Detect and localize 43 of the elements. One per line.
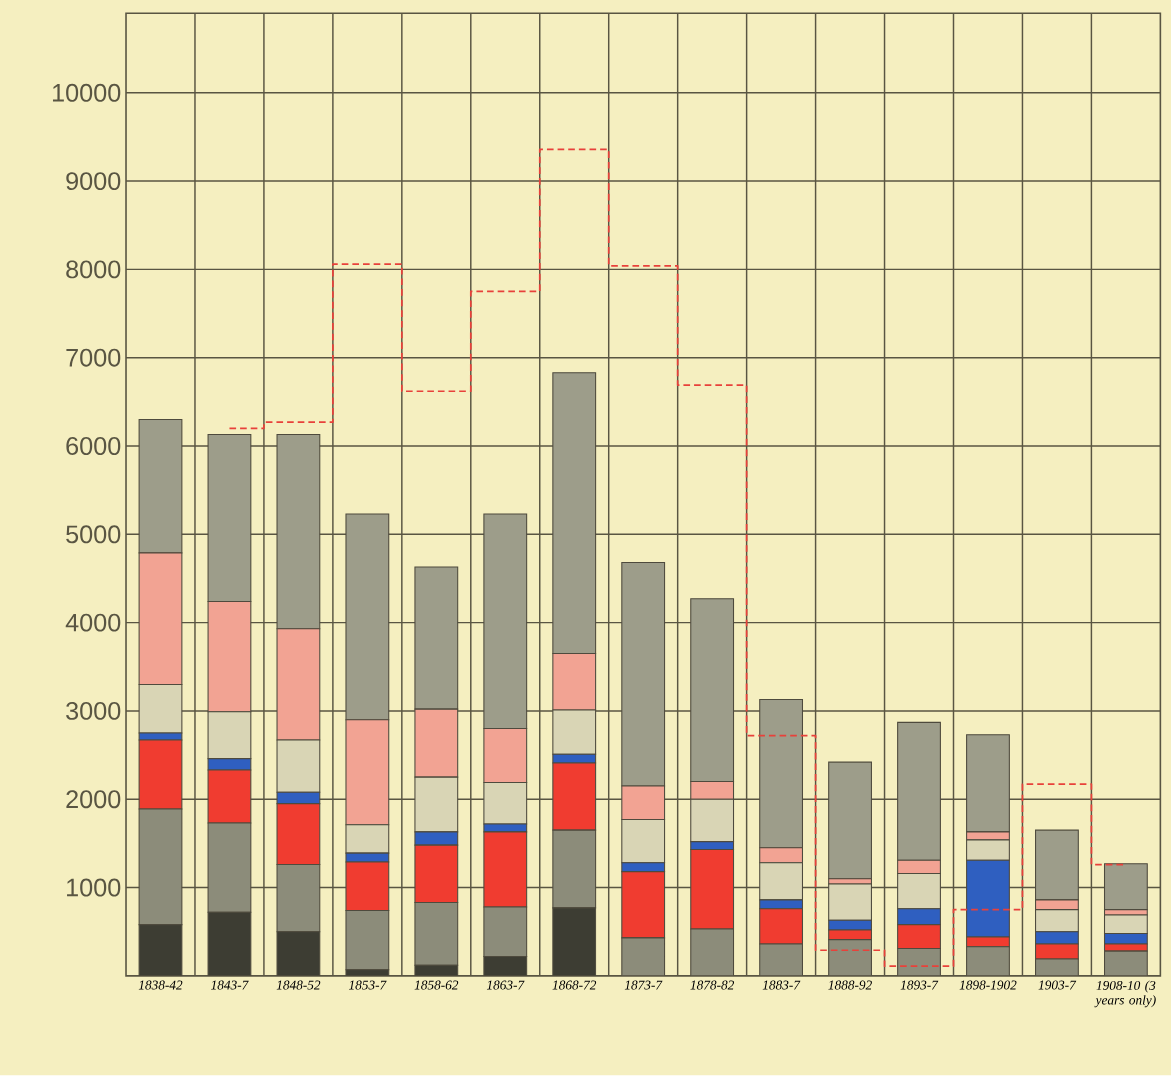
bar <box>276 864 321 933</box>
bar <box>138 808 183 926</box>
x-tick-label: 1878-82 <box>690 980 735 990</box>
bar <box>966 946 1010 977</box>
bar <box>621 938 665 977</box>
bar <box>828 939 872 977</box>
bar <box>276 931 321 977</box>
y-tick-label: 1000 <box>67 878 121 897</box>
x-tick-label: 1903-7 <box>1038 980 1077 990</box>
bar <box>828 761 872 880</box>
y-tick-label: 2000 <box>66 790 121 809</box>
bar <box>345 910 390 971</box>
bar <box>759 944 803 977</box>
bar <box>207 911 252 977</box>
y-tick-label: 8000 <box>66 260 121 279</box>
x-tick-label: 1838-42 <box>138 980 183 990</box>
x-tick-label: 1888-92 <box>828 980 872 990</box>
x-tick-label: 1908-10 (3 years only) <box>1094 980 1156 1008</box>
bar <box>138 924 183 977</box>
bar <box>483 906 528 958</box>
bar <box>207 822 252 914</box>
bar <box>552 829 597 909</box>
x-tick-label: 1898-1902 <box>959 980 1017 990</box>
y-tick-label: 6000 <box>66 437 121 456</box>
x-tick-label: 1893-7 <box>900 980 939 990</box>
x-tick-label: 1858-62 <box>414 980 459 990</box>
y-tick-label: 5000 <box>66 525 121 544</box>
y-tick-label: 7000 <box>66 348 121 367</box>
x-tick-label: 1863-7 <box>486 980 525 990</box>
bar <box>552 907 597 977</box>
y-tick-label: 4000 <box>65 613 121 632</box>
x-tick-label: 1843-7 <box>211 980 249 990</box>
x-tick-label: 1868-72 <box>552 980 597 990</box>
y-tick-label: 9000 <box>66 172 121 191</box>
x-tick-label: 1853-7 <box>349 980 387 990</box>
x-tick-label: 1883-7 <box>762 980 801 990</box>
y-tick-label: 3000 <box>66 702 121 721</box>
bar <box>690 929 734 977</box>
bar <box>1103 950 1148 977</box>
x-tick-label: 1848-52 <box>276 980 321 990</box>
y-tick-label: 10000 <box>52 84 121 102</box>
bar <box>414 902 459 966</box>
x-tick-label: 1873-7 <box>624 980 663 990</box>
